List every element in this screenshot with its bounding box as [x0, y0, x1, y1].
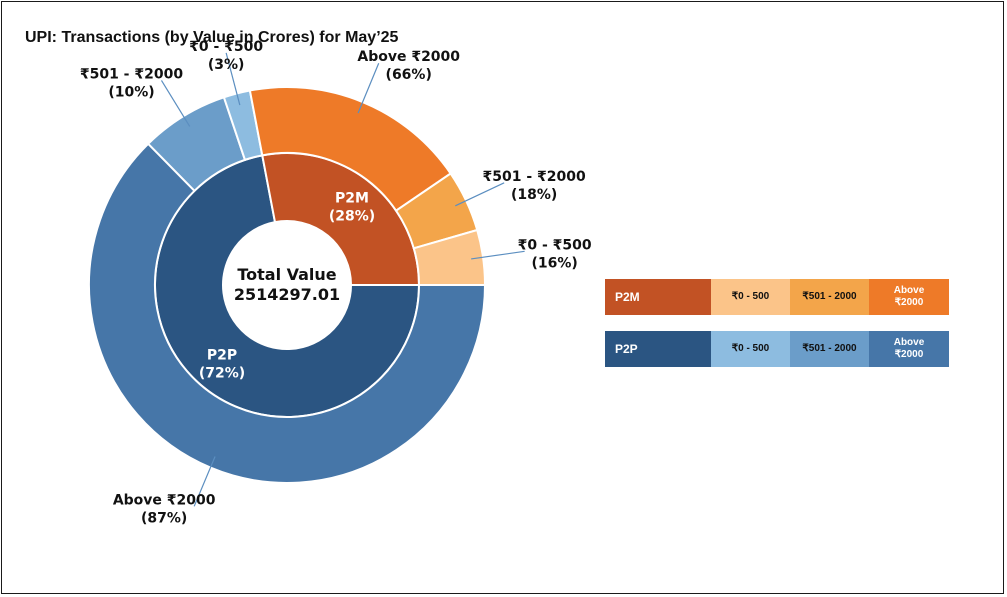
- chart-title: UPI: Transactions (by Value in Crores) f…: [25, 29, 399, 46]
- outer-label-p2m-501-2000: ₹501 - ₹2000: [483, 169, 586, 185]
- inner-pct-p2m: (28%): [329, 208, 375, 224]
- legend-p2m-cell-501-2000: ₹501 - 2000: [790, 279, 869, 315]
- legend-p2m: P2M ₹0 - 500 ₹501 - 2000 Above ₹2000: [605, 279, 949, 315]
- leader-line-p2p-501-2000: [160, 80, 191, 127]
- legend-p2p-cell-above-2000: Above ₹2000: [869, 331, 949, 367]
- outer-pct-p2p-501-2000: (10%): [108, 84, 154, 100]
- center-value: 2514297.01: [234, 285, 340, 304]
- outer-label-p2m-0-500: ₹0 - ₹500: [518, 237, 592, 253]
- outer-pct-p2m-501-2000: (18%): [511, 187, 557, 203]
- outer-label-p2p-0-500: ₹0 - ₹500: [189, 39, 263, 55]
- center-label: Total Value: [237, 265, 336, 284]
- outer-pct-p2p-0-500: (3%): [208, 57, 245, 73]
- leader-line-p2m-0-500: [471, 250, 525, 260]
- leader-line-p2m-above-2000: [357, 62, 380, 114]
- outer-label-p2m-above-2000: Above ₹2000: [357, 49, 460, 65]
- donut-hole: [224, 222, 350, 348]
- inner-label-p2p: P2P: [207, 348, 237, 364]
- legend-p2p: P2P ₹0 - 500 ₹501 - 2000 Above ₹2000: [605, 331, 949, 367]
- leader-line-p2p-above-2000: [193, 456, 216, 507]
- legend-p2m-label: P2M: [605, 279, 711, 315]
- outer-label-p2p-501-2000: ₹501 - ₹2000: [80, 66, 183, 82]
- leader-line-p2p-0-500: [225, 52, 241, 106]
- outer-slice-p2p-above-2000: [88, 142, 487, 484]
- legend-p2p-cell-0-500: ₹0 - 500: [711, 331, 790, 367]
- legend-p2p-cell-501-2000: ₹501 - 2000: [790, 331, 869, 367]
- outer-label-p2p-above-2000: Above ₹2000: [113, 492, 216, 508]
- inner-pct-p2p: (72%): [199, 366, 245, 382]
- legend-p2m-cell-above-2000: Above ₹2000: [869, 279, 949, 315]
- legend-p2m-cell-0-500: ₹0 - 500: [711, 279, 790, 315]
- leader-line-p2m-501-2000: [455, 182, 505, 207]
- inner-label-p2m: P2M: [335, 190, 369, 206]
- outer-pct-p2m-above-2000: (66%): [386, 67, 432, 83]
- outer-pct-p2m-0-500: (16%): [531, 255, 577, 271]
- outer-slice-p2m-0-500: [412, 228, 487, 286]
- outer-pct-p2p-above-2000: (87%): [141, 510, 187, 526]
- legend-p2p-label: P2P: [605, 331, 711, 367]
